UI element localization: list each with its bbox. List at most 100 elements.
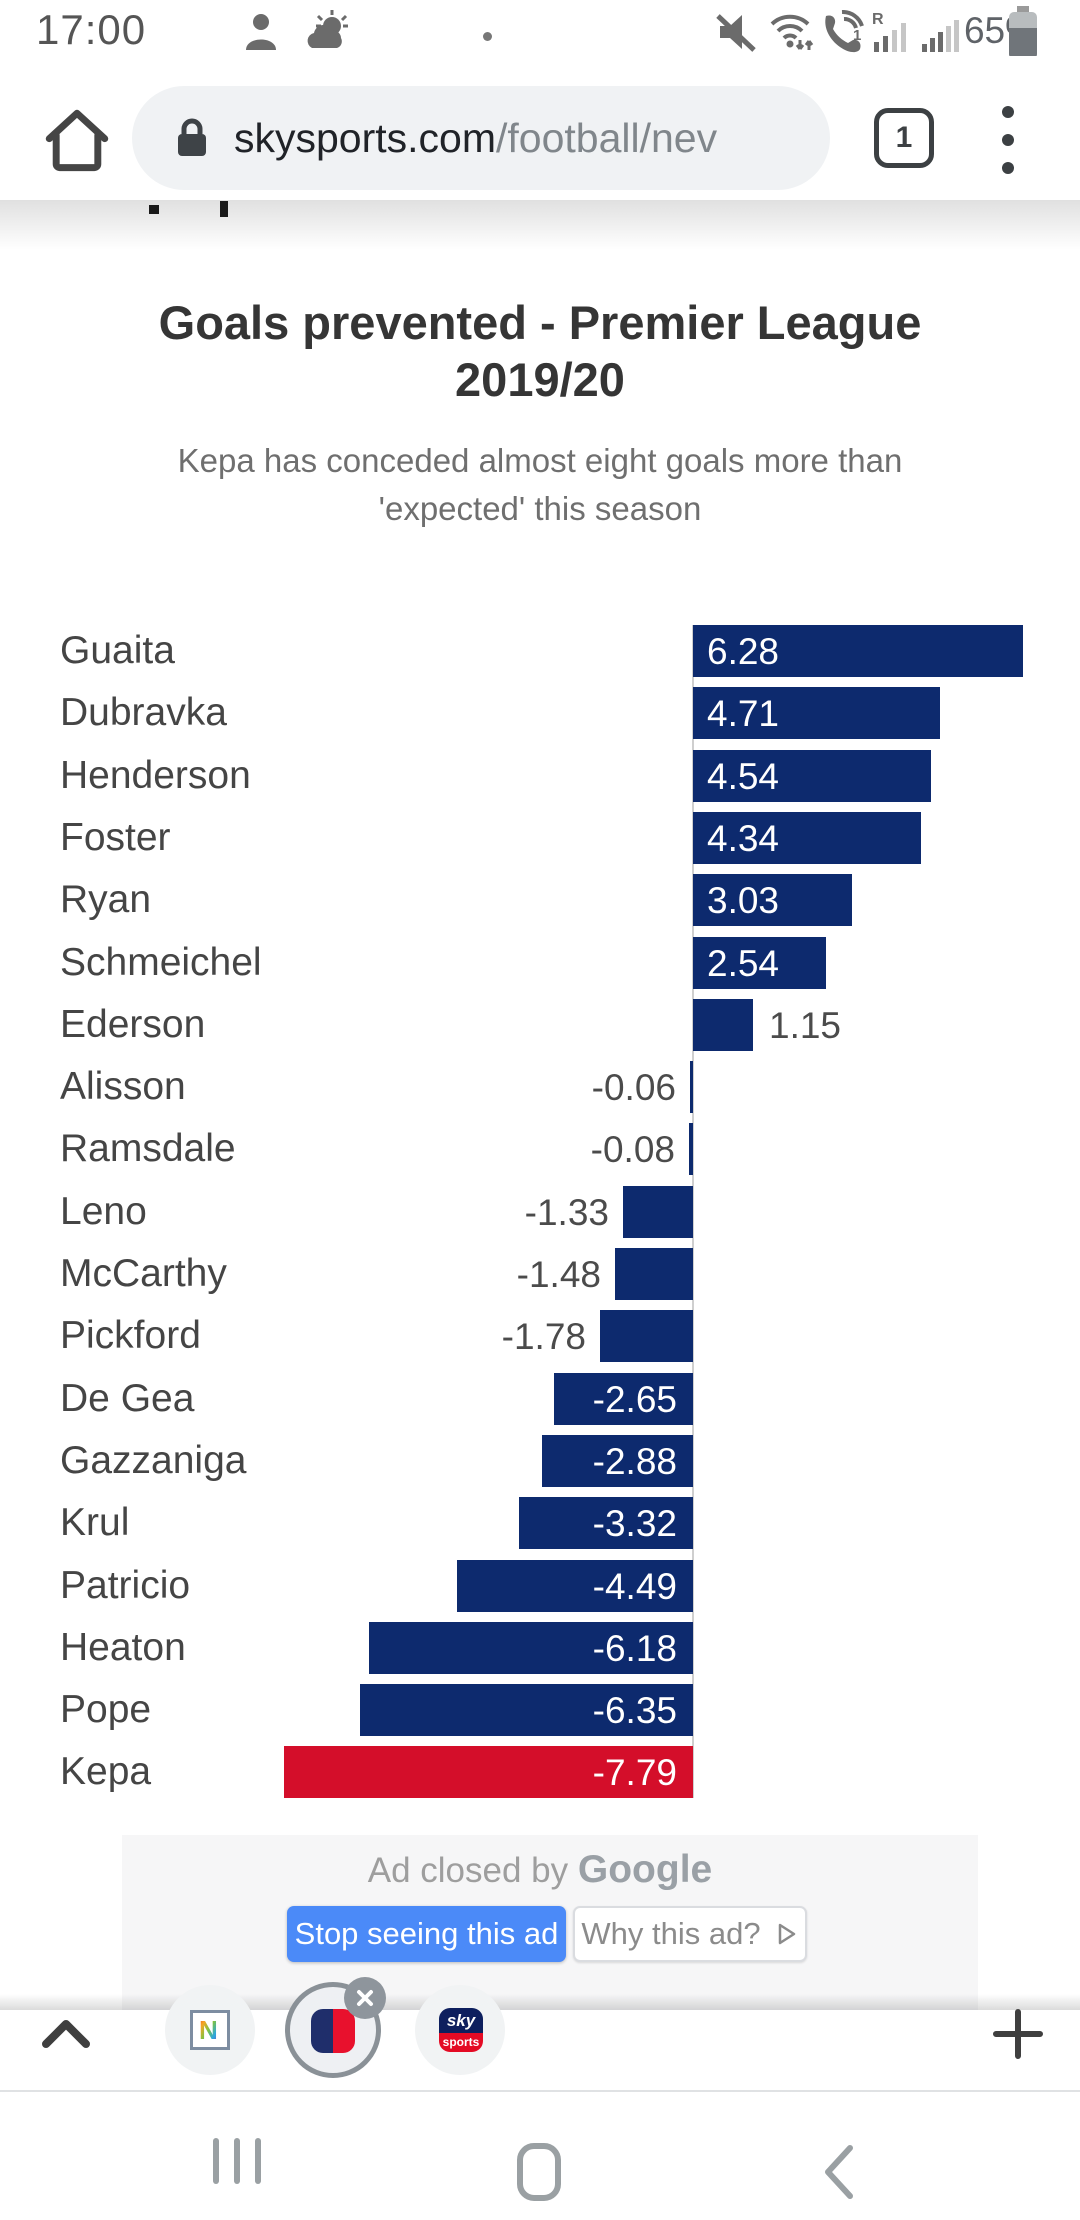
goalkeeper-label: Foster xyxy=(60,816,171,859)
bar-value-label: 4.34 xyxy=(707,818,780,859)
menu-dot xyxy=(1002,162,1014,174)
google-wordmark: Google xyxy=(577,1848,713,1891)
bar-value-label: 4.71 xyxy=(707,693,780,734)
stop-seeing-ad-button[interactable]: Stop seeing this ad xyxy=(287,1906,566,1962)
bar-value-label: 4.54 xyxy=(707,756,780,797)
stop-seeing-ad-label: Stop seeing this ad xyxy=(294,1916,559,1951)
bar-value-label: -0.06 xyxy=(591,1067,676,1108)
bar-value-label: -4.49 xyxy=(592,1566,677,1607)
menu-button[interactable] xyxy=(988,100,1028,180)
goalkeeper-label: Alisson xyxy=(60,1065,186,1108)
adchoices-icon xyxy=(778,1923,795,1945)
bar-value-label: 6.28 xyxy=(707,631,780,672)
menu-dot xyxy=(1002,106,1014,118)
home-button[interactable] xyxy=(40,104,114,178)
bar xyxy=(693,937,826,989)
tab-count: 1 xyxy=(895,121,913,154)
bar-value-label: -0.08 xyxy=(590,1129,675,1170)
close-shortcut-button[interactable] xyxy=(344,1977,386,2019)
wifi-icon xyxy=(770,14,814,50)
n-logo-icon: N xyxy=(190,2010,230,2050)
sky-icon-top-label: sky xyxy=(439,2008,483,2033)
goalkeeper-label: Ryan xyxy=(60,878,152,921)
bottom-toolbar xyxy=(0,2010,1080,2090)
bar-value-label: -1.78 xyxy=(501,1316,586,1357)
bar xyxy=(693,750,931,802)
bar xyxy=(600,1310,693,1362)
menu-dot xyxy=(1002,134,1014,146)
bar xyxy=(693,625,1023,677)
lock-icon xyxy=(178,118,206,156)
system-nav-bar xyxy=(0,2092,1080,2220)
sky-icon-bottom-label: sports xyxy=(439,2033,483,2052)
battery-icon xyxy=(1009,6,1037,56)
clock-text: 17:00 xyxy=(36,6,147,53)
ad-closed-text: Ad closed by Google xyxy=(0,1848,1080,1892)
goalkeeper-label: Gazzaniga xyxy=(60,1439,247,1482)
goalkeeper-label: De Gea xyxy=(60,1377,195,1420)
bar xyxy=(623,1186,693,1238)
goalkeeper-label: Leno xyxy=(60,1190,147,1233)
bar-value-label: -2.88 xyxy=(592,1441,677,1482)
add-button[interactable] xyxy=(992,2008,1044,2060)
bar xyxy=(457,1560,693,1612)
bar xyxy=(693,999,753,1051)
notification-dot-icon xyxy=(483,32,492,41)
svg-text:N: N xyxy=(199,2015,218,2045)
bar xyxy=(693,687,940,739)
recents-button[interactable] xyxy=(213,2138,261,2184)
goalkeeper-label: Kepa xyxy=(60,1750,152,1793)
chart-subtitle: Kepa has conceded almost eight goals mor… xyxy=(0,437,1080,533)
chart-title-line2: 2019/20 xyxy=(455,353,625,406)
clipped-text-fragment xyxy=(220,201,228,217)
bar-value-label: 2.54 xyxy=(707,943,780,984)
goalkeeper-label: Henderson xyxy=(60,754,251,797)
header-shadow xyxy=(0,200,1080,250)
bar-value-label: -1.48 xyxy=(516,1254,601,1295)
browser-toolbar: skysports.com/football/nev 1 xyxy=(0,60,1080,200)
goalkeeper-label: Schmeichel xyxy=(60,941,262,984)
recents-icon xyxy=(234,2138,240,2184)
recents-icon xyxy=(213,2138,219,2184)
signal-icon xyxy=(922,20,959,52)
url-domain: skysports.com xyxy=(234,114,496,161)
goalkeeper-label: Dubravka xyxy=(60,691,227,734)
toolbar-shadow xyxy=(0,1994,1080,2010)
bar-value-label: 1.15 xyxy=(769,1005,842,1046)
goalkeeper-label: Krul xyxy=(60,1501,130,1544)
bar-value-label: -6.35 xyxy=(592,1690,677,1731)
bar xyxy=(693,812,921,864)
why-this-ad-button[interactable]: Why this ad? xyxy=(573,1906,807,1962)
bar-highlight xyxy=(284,1746,693,1798)
bar-value-label: -3.32 xyxy=(592,1503,677,1544)
bar-chart: Guaita 6.28 Dubravka 4.71 Henderson 4.54 Foste… xyxy=(0,625,1080,1805)
status-bar: 17:00 1 R xyxy=(0,0,1080,60)
bar xyxy=(690,1061,693,1113)
goalkeeper-label: Heaton xyxy=(60,1626,186,1669)
url-path: /football/nev xyxy=(496,114,718,161)
chart-subtitle-line2: 'expected' this season xyxy=(378,490,702,527)
goalkeeper-label: Guaita xyxy=(60,629,175,672)
home-nav-button[interactable] xyxy=(516,2142,562,2202)
chart-zero-axis xyxy=(692,625,694,1798)
news-app-shortcut[interactable]: N xyxy=(165,1985,255,2075)
collapse-chevron-button[interactable] xyxy=(40,2018,92,2050)
svg-text:1: 1 xyxy=(853,27,861,44)
address-bar[interactable]: skysports.com/football/nev xyxy=(132,86,830,190)
chart-title-line1: Goals prevented - Premier League xyxy=(158,296,922,349)
recents-icon xyxy=(255,2138,261,2184)
bar-value-label: -6.18 xyxy=(592,1628,677,1669)
goalkeeper-label: Pope xyxy=(60,1688,152,1731)
tab-switcher-button[interactable]: 1 xyxy=(874,108,934,168)
why-this-ad-label: Why this ad? xyxy=(581,1916,761,1951)
weather-icon xyxy=(307,10,348,48)
bar xyxy=(369,1622,693,1674)
mute-icon xyxy=(716,14,756,52)
clipped-text-fragment xyxy=(149,205,159,214)
svg-text:R: R xyxy=(872,11,884,28)
person-icon xyxy=(246,14,276,50)
sky-sports-app-shortcut[interactable]: sky sports xyxy=(415,1985,505,2075)
back-button[interactable] xyxy=(820,2144,856,2200)
close-icon xyxy=(357,1990,373,2006)
bar-value-label: 3.03 xyxy=(707,880,780,921)
